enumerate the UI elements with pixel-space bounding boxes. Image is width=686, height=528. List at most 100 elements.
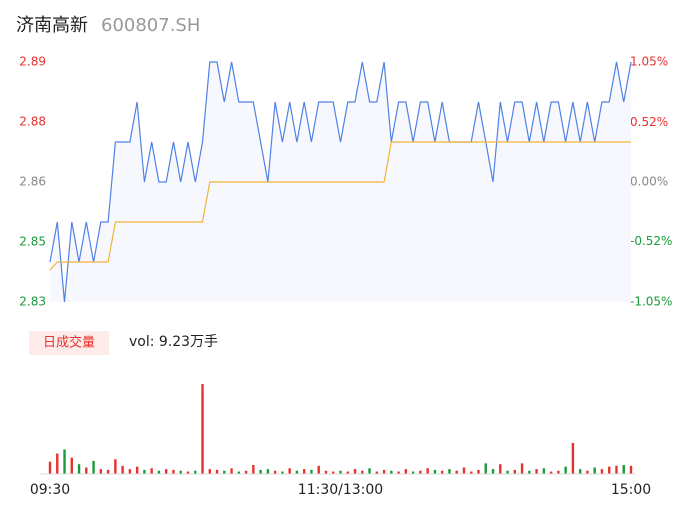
volume-bar [70,457,73,474]
volume-bar [564,466,567,474]
volume-legend: 日成交量 [43,335,95,351]
volume-bar [317,465,320,474]
x-tick-label: 15:00 [611,482,651,498]
volume-bar [172,469,175,474]
volume-bar [150,468,153,474]
volume-bar [244,470,248,474]
volume-bar [600,469,604,474]
volume-bar [324,470,328,474]
volume-bar [353,469,357,474]
x-tick-label: 11:30/13:00 [298,482,383,498]
volume-bar [295,470,299,474]
volume-bar [266,469,270,474]
volume-bar [484,463,487,474]
volume-bar [513,469,516,474]
volume-bar [121,465,124,474]
volume-bar [114,459,117,474]
volume-bar [557,470,560,474]
volume-bar [419,470,422,474]
y-tick-label: 2.85 [19,235,46,249]
volume-bar [302,469,306,474]
volume-bar [382,469,386,474]
y-tick-label: 2.88 [19,115,46,129]
volume-bar [56,453,59,474]
volume-bar [48,461,52,474]
y-tick-label: 2.86 [19,175,46,189]
y2-tick-label: 1.05% [630,55,668,69]
volume-bar [615,465,618,474]
volume-bar [586,470,589,474]
volume-bar [208,469,211,474]
volume-bar [622,465,625,474]
volume-bar [273,470,277,474]
volume-bar [281,471,284,474]
volume-bar [361,470,364,474]
volume-bar [179,470,182,474]
volume-bar [535,469,538,474]
price-line [49,61,632,303]
volume-bar [252,465,255,474]
volume-bar [339,470,342,474]
volume-bar [288,468,291,474]
volume-bar [194,470,197,474]
volume-bar [404,469,408,474]
volume-bar [143,469,146,474]
volume-bar [77,464,81,474]
volume-total: vol: 9.23万手 [129,334,218,350]
volume-bar [542,468,546,474]
volume-bar [426,468,429,474]
volume-bar [99,469,103,474]
volume-bar [433,469,437,474]
volume-bar [520,463,524,474]
y-tick-label: 2.83 [19,295,46,309]
volume-bar [375,471,379,474]
volume-bar [477,469,480,474]
y2-tick-label: -0.52% [630,234,672,248]
volume-bar [462,467,466,474]
volume-bar [470,471,473,474]
average-line [49,141,631,271]
volume-bar [411,471,415,474]
volume-bar [506,470,509,474]
volume-bar [629,465,633,474]
volume-bar [186,471,190,474]
volume-bar [499,464,502,474]
volume-bar [608,466,611,474]
volume-bar [223,470,226,474]
volume-bar [549,471,553,474]
volume-bar [165,469,168,474]
volume-bar [397,471,400,474]
volume-bar [491,469,495,474]
stock-code: 600807.SH [101,15,200,36]
stock-name: 济南高新 [16,15,88,36]
volume-bar [259,469,262,474]
volume-bar [448,469,451,474]
volume-bar [201,384,204,474]
legend-badge [29,331,109,355]
volume-bar [135,466,139,474]
volume-bar [157,470,161,474]
y2-tick-label: 0.00% [630,175,668,189]
y2-tick-label: 0.52% [630,115,668,129]
y2-tick-label: -1.05% [630,295,672,309]
volume-bar [85,467,88,474]
volume-bar [578,469,582,474]
volume-bar [230,468,233,474]
volume-bar [106,469,110,474]
volume-bar [332,471,335,474]
volume-bar [455,470,458,474]
y-tick-label: 2.89 [19,55,46,69]
volume-bar [92,460,95,474]
volume-bar [390,470,393,474]
volume-bar [128,469,132,474]
volume-bar [215,469,219,474]
volume-bar [63,449,66,474]
volume-bar [237,471,241,474]
volume-bar [310,469,313,474]
volume-bar [593,467,596,474]
x-tick-label: 09:30 [30,482,70,498]
volume-bar [440,470,444,474]
volume-bar [528,470,531,474]
volume-bar [346,471,349,474]
